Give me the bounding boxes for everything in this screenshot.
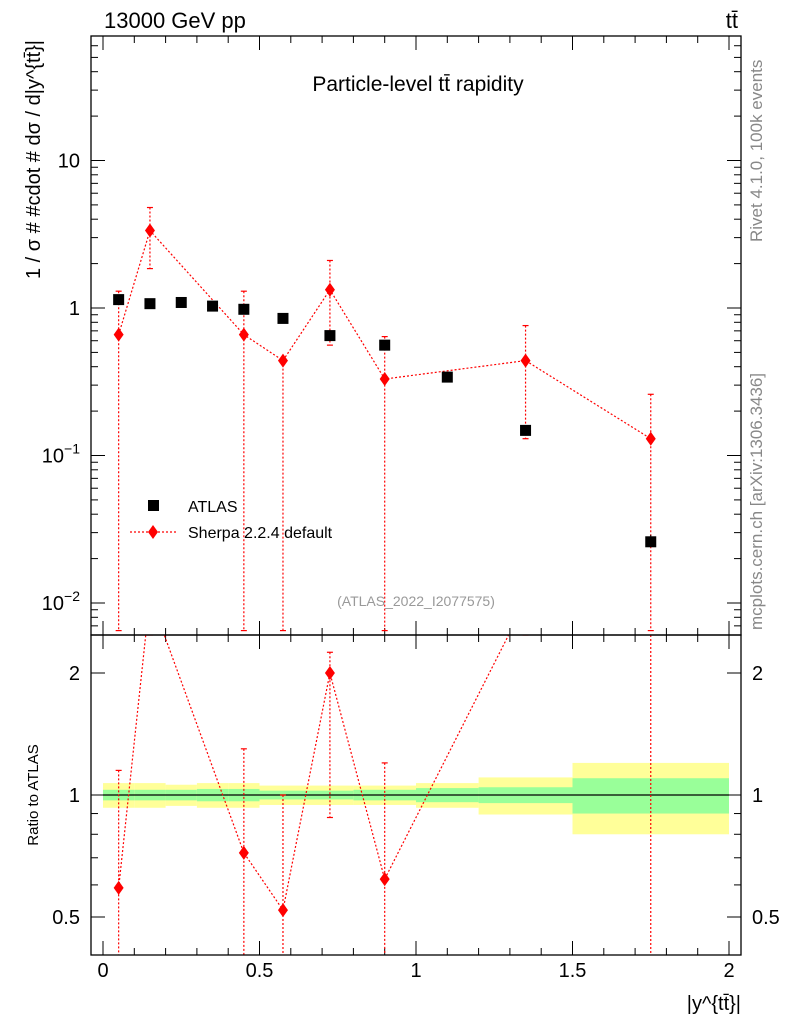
- sherpa-point: [144, 223, 155, 238]
- main-y-tick-labels: 10−2 10−1 1 10: [42, 151, 80, 616]
- sherpa-point: [277, 353, 288, 368]
- sherpa-point: [645, 431, 656, 446]
- main-y-axis-label: 1 / σ # #cdot # dσ / d|y^{tt̄}|: [23, 40, 45, 279]
- ratio-uncertainty-bands: [103, 762, 729, 835]
- ratio-markers: [113, 666, 390, 918]
- atlas-point: [441, 371, 453, 383]
- main-y-tick-label: 1: [69, 298, 80, 320]
- ratio-sherpa-point: [324, 666, 335, 680]
- ratio-y-tick-label-left: 2: [69, 663, 80, 685]
- atlas-point: [113, 294, 125, 306]
- sherpa-point: [324, 282, 335, 297]
- atlas-point: [238, 303, 250, 315]
- ratio-y-tick-label-left: 1: [69, 785, 80, 807]
- ratio-y-tick-label-right: 1: [752, 785, 763, 807]
- sherpa-point: [113, 327, 124, 342]
- ratio-series-lines: [118, 635, 510, 912]
- atlas-point: [175, 296, 187, 308]
- x-tick-label: 0.5: [246, 960, 274, 982]
- analysis-label: (ATLAS_2022_I2077575): [337, 593, 495, 609]
- ratio-sherpa-point: [277, 903, 288, 918]
- main-markers: [113, 223, 657, 548]
- atlas-point: [379, 339, 391, 351]
- main-y-tick-label: 10−1: [42, 441, 80, 468]
- ratio-sherpa-line: [118, 635, 510, 912]
- x-axis-label: |y^{tt̄}|: [687, 993, 741, 1015]
- ratio-panel: 0.5 0.5 1 1 2 2 0 0.5 1 1.5 2 Ratio to ATLAS |y^{…: [25, 634, 780, 1015]
- main-series-lines: [118, 229, 652, 440]
- mcplots-label: mcplots.cern.ch [arXiv:1306.3436]: [747, 373, 766, 630]
- ratio-y-axis-label: Ratio to ATLAS: [25, 744, 42, 845]
- legend-sherpa-label: Sherpa 2.2.4 default: [188, 525, 333, 542]
- ratio-error-bars: [115, 635, 652, 955]
- sherpa-point: [238, 327, 249, 342]
- main-panel: Particle-level tt̄ rapidity (ATLAS_2022_…: [23, 35, 742, 636]
- legend-atlas-marker: [148, 500, 159, 511]
- sherpa-point: [379, 372, 390, 387]
- main-y-tick-label: 10−2: [42, 588, 80, 615]
- ratio-axis-ticks: [91, 635, 741, 955]
- atlas-point: [144, 298, 156, 310]
- ratio-sherpa-point: [379, 872, 390, 887]
- legend-sherpa-marker: [148, 525, 158, 539]
- ratio-sherpa-point: [113, 880, 124, 895]
- ratio-sherpa-point: [238, 845, 249, 860]
- ratio-frame: [90, 634, 742, 956]
- x-tick-label: 1: [410, 960, 421, 982]
- atlas-point: [324, 330, 336, 342]
- x-tick-label: 0: [97, 960, 108, 982]
- ratio-y-tick-label-right: 2: [752, 663, 763, 685]
- process-label: tt̄: [726, 8, 738, 33]
- sherpa-point: [520, 353, 531, 368]
- main-title: Particle-level tt̄ rapidity: [312, 73, 524, 96]
- x-tick-label: 2: [723, 960, 734, 982]
- rivet-label: Rivet 4.1.0, 100k events: [747, 60, 766, 242]
- main-axis-ticks: [91, 36, 741, 635]
- energy-label: 13000 GeV pp: [104, 8, 246, 33]
- x-tick-label: 1.5: [559, 960, 587, 982]
- x-tick-labels: 0 0.5 1 1.5 2: [97, 960, 734, 982]
- main-y-tick-label: 10: [58, 151, 80, 173]
- atlas-point: [520, 424, 532, 436]
- legend: ATLAS Sherpa 2.2.4 default: [130, 499, 333, 542]
- ratio-y-tick-labels: 0.5 0.5 1 1 2 2: [52, 663, 780, 929]
- atlas-point: [207, 300, 219, 312]
- sherpa-line: [118, 229, 652, 440]
- ratio-y-tick-label-right: 0.5: [752, 907, 780, 929]
- legend-atlas-label: ATLAS: [188, 499, 238, 516]
- atlas-point: [277, 312, 289, 324]
- ratio-y-tick-label-left: 0.5: [52, 907, 80, 929]
- atlas-point: [645, 536, 657, 548]
